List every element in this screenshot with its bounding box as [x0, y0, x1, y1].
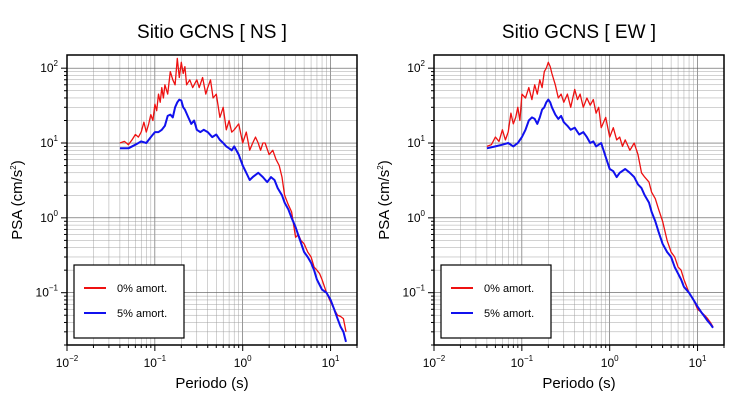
- x-tick-exp: −1: [524, 354, 534, 363]
- chart-title: Sitio GCNS [ NS ]: [137, 22, 287, 43]
- legend-box: [73, 264, 185, 339]
- y-axis-label-close: ): [9, 160, 26, 165]
- x-tick-exp: 0: [247, 354, 252, 363]
- y-tick-exp: −1: [416, 284, 426, 293]
- legend-label-1: 5% amort.: [484, 308, 534, 320]
- x-tick-label: 10−1: [144, 354, 167, 370]
- y-tick-base: 10: [40, 211, 54, 225]
- plot-frame: [66, 54, 358, 346]
- legend-label-0: 0% amort.: [484, 283, 534, 295]
- y-tick-label: 100: [407, 209, 425, 225]
- x-tick-base: 10: [511, 356, 525, 370]
- x-tick-label: 101: [322, 354, 340, 370]
- y-tick-base: 10: [403, 286, 417, 300]
- series-line-damped: [486, 98, 714, 329]
- x-tick-base: 10: [322, 356, 336, 370]
- series-line-undamped: [486, 61, 714, 328]
- x-tick-label: 100: [601, 354, 619, 370]
- y-tick-label: 101: [40, 134, 58, 150]
- x-tick-base: 10: [144, 356, 158, 370]
- y-tick-base: 10: [40, 61, 54, 75]
- x-tick-exp: 1: [335, 354, 340, 363]
- y-tick-exp: 1: [421, 134, 426, 143]
- x-tick-label: 100: [234, 354, 252, 370]
- y-tick-base: 10: [36, 286, 50, 300]
- y-tick-exp: −1: [49, 284, 59, 293]
- x-tick-exp: −2: [69, 354, 79, 363]
- series-line-undamped: [119, 57, 347, 332]
- x-tick-label: 10−1: [511, 354, 534, 370]
- y-axis-label-main: PSA (cm/s: [376, 170, 393, 240]
- y-tick-label: 101: [407, 134, 425, 150]
- series-group: [486, 61, 714, 329]
- legend: 0% amort. 5% amort.: [73, 264, 185, 339]
- panel-ns: Sitio GCNS [ NS ] 10−2 10−1 100 10110−11001…: [9, 22, 358, 392]
- x-tick-exp: −2: [436, 354, 446, 363]
- plot-frame: [433, 54, 725, 346]
- x-tick-label: 10−2: [56, 354, 79, 370]
- x-tick-base: 10: [601, 356, 615, 370]
- y-axis-label-sup: 2: [9, 165, 18, 170]
- y-tick-exp: 2: [421, 59, 426, 68]
- x-tick-exp: −1: [157, 354, 167, 363]
- x-tick-base: 10: [423, 356, 437, 370]
- x-tick-base: 10: [234, 356, 248, 370]
- legend-box: [440, 264, 552, 339]
- y-tick-label: 102: [407, 59, 425, 75]
- y-tick-label: 10−1: [36, 284, 59, 300]
- x-tick-base: 10: [56, 356, 70, 370]
- y-axis-label-close: ): [376, 160, 393, 165]
- x-tick-label: 101: [689, 354, 707, 370]
- y-tick-base: 10: [407, 61, 421, 75]
- y-axis-label-main: PSA (cm/s: [9, 170, 26, 240]
- y-tick-label: 100: [40, 209, 58, 225]
- legend-label-1: 5% amort.: [117, 308, 167, 320]
- y-tick-base: 10: [407, 136, 421, 150]
- y-tick-exp: 2: [54, 59, 59, 68]
- x-axis-label: Periodo (s): [175, 375, 248, 392]
- y-tick-base: 10: [40, 136, 54, 150]
- y-axis-label: PSA (cm/s2): [9, 160, 26, 239]
- y-tick-exp: 0: [54, 209, 59, 218]
- legend-label-0: 0% amort.: [117, 283, 167, 295]
- y-tick-label: 10−1: [403, 284, 426, 300]
- x-tick-base: 10: [689, 356, 703, 370]
- x-tick-exp: 0: [614, 354, 619, 363]
- y-tick-exp: 0: [421, 209, 426, 218]
- series-line-damped: [119, 98, 347, 343]
- panel-ew: Sitio GCNS [ EW ] 10−2 10−1 100 10110−11001…: [376, 22, 725, 392]
- series-group: [119, 57, 347, 343]
- x-tick-exp: 1: [702, 354, 707, 363]
- y-axis-label-sup: 2: [376, 165, 385, 170]
- legend: 0% amort. 5% amort.: [440, 264, 552, 339]
- y-axis-label: PSA (cm/s2): [376, 160, 393, 239]
- y-tick-label: 102: [40, 59, 58, 75]
- chart-title: Sitio GCNS [ EW ]: [502, 22, 656, 43]
- y-tick-base: 10: [407, 211, 421, 225]
- x-axis-label: Periodo (s): [542, 375, 615, 392]
- y-tick-exp: 1: [54, 134, 59, 143]
- x-tick-label: 10−2: [423, 354, 446, 370]
